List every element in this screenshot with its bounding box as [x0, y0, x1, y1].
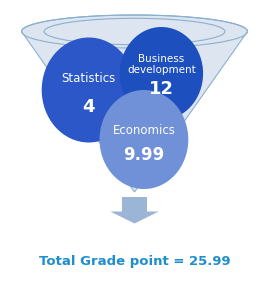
- Text: 4: 4: [83, 98, 95, 116]
- Circle shape: [100, 90, 188, 189]
- Text: Total Grade point = 25.99: Total Grade point = 25.99: [39, 254, 230, 268]
- Ellipse shape: [44, 18, 225, 45]
- Circle shape: [120, 27, 203, 120]
- Text: 9.99: 9.99: [123, 146, 165, 164]
- Text: Economics: Economics: [112, 124, 175, 137]
- Polygon shape: [22, 15, 247, 192]
- Polygon shape: [122, 196, 147, 211]
- Text: 12: 12: [149, 80, 174, 98]
- Polygon shape: [110, 212, 159, 224]
- Text: Statistics: Statistics: [62, 71, 116, 85]
- Text: Business
development: Business development: [127, 54, 196, 75]
- Circle shape: [42, 38, 136, 142]
